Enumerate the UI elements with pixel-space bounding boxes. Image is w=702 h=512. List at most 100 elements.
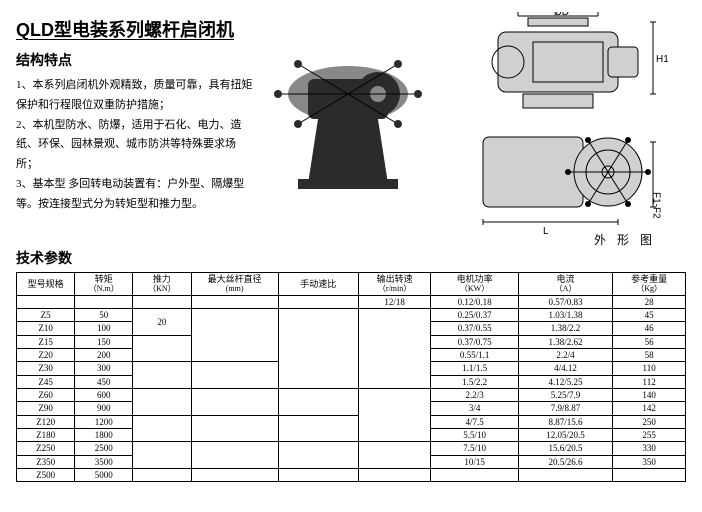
table-cell: 1800 <box>75 428 133 441</box>
table-cell: 1.1/1.5 <box>431 362 518 375</box>
table-cell: 4/7.5 <box>431 415 518 428</box>
table-cell: 2.2/3 <box>431 388 518 401</box>
table-cell: Z250 <box>17 442 75 455</box>
table-cell: 5000 <box>75 469 133 482</box>
table-cell <box>133 442 191 469</box>
device-photo-icon <box>258 24 438 194</box>
table-cell: 140 <box>613 388 686 401</box>
table-header: 转矩（N.m） <box>75 273 133 296</box>
table-cell: 1.5/2.2 <box>431 375 518 388</box>
table-cell <box>133 388 191 415</box>
params-heading: 技术参数 <box>16 248 686 268</box>
table-cell: Z45 <box>17 375 75 388</box>
table-cell: 7.5/10 <box>431 442 518 455</box>
table-cell: 10/15 <box>431 455 518 468</box>
table-cell: 112 <box>613 375 686 388</box>
table-cell <box>278 469 358 482</box>
table-cell: 4.12/5.25 <box>518 375 613 388</box>
table-cell <box>518 469 613 482</box>
table-cell <box>358 469 431 482</box>
table-cell <box>133 415 191 442</box>
table-cell: 3/4 <box>431 402 518 415</box>
table-cell <box>613 469 686 482</box>
table-cell: Z5 <box>17 308 75 321</box>
table-cell <box>133 295 191 308</box>
table-cell: 12/18 <box>358 295 431 308</box>
table-cell: 0.12/0.18 <box>431 295 518 308</box>
table-cell: 1.38/2.62 <box>518 335 613 348</box>
table-cell <box>191 362 278 389</box>
spec-table: 型号规格转矩（N.m）推力（KN）最大丝杆直径(mm)手动速比输出转速（r/mi… <box>16 272 686 482</box>
table-cell: 8.87/15.6 <box>518 415 613 428</box>
table-cell <box>278 295 358 308</box>
table-cell <box>278 442 358 469</box>
table-cell: 0.57/0.83 <box>518 295 613 308</box>
svg-text:F1-F2: F1-F2 <box>651 192 662 219</box>
table-cell <box>358 388 431 441</box>
diagram-area: ØD H1 <box>268 12 686 242</box>
ortho-side-view-icon: L F1-F2 <box>468 122 668 242</box>
table-cell: 200 <box>75 348 133 361</box>
table-cell <box>75 295 133 308</box>
table-cell <box>133 362 191 389</box>
table-cell: Z30 <box>17 362 75 375</box>
table-header: 手动速比 <box>278 273 358 296</box>
table-cell: 20 <box>133 308 191 335</box>
table-cell <box>278 308 358 388</box>
table-cell: 7.9/8.87 <box>518 402 613 415</box>
table-cell: 1.03/1.38 <box>518 308 613 321</box>
table-cell <box>191 295 278 308</box>
table-cell: Z20 <box>17 348 75 361</box>
table-cell: 50 <box>75 308 133 321</box>
table-header: 电流（A） <box>518 273 613 296</box>
table-cell <box>358 442 431 469</box>
table-cell: 4/4.12 <box>518 362 613 375</box>
diagram-caption: 外 形 图 <box>594 231 656 248</box>
svg-text:L: L <box>543 226 549 237</box>
table-cell <box>191 442 278 469</box>
table-cell: 0.37/0.55 <box>431 322 518 335</box>
svg-text:H1: H1 <box>656 54 668 65</box>
table-cell: 330 <box>613 442 686 455</box>
features-text: 1、本系列启闭机外观精致，质量可靠，具有扭矩保护和行程限位双重防护措施；2、本机… <box>16 76 256 215</box>
features-heading: 结构特点 <box>16 50 256 70</box>
table-cell <box>133 469 191 482</box>
table-cell: 56 <box>613 335 686 348</box>
table-cell: Z90 <box>17 402 75 415</box>
table-cell: Z350 <box>17 455 75 468</box>
table-cell: 350 <box>613 455 686 468</box>
table-cell: 600 <box>75 388 133 401</box>
ortho-top-view-icon: ØD H1 <box>468 12 668 122</box>
table-cell: 12.05/20.5 <box>518 428 613 441</box>
table-cell <box>133 335 191 362</box>
table-cell: Z180 <box>17 428 75 441</box>
table-cell: 0.25/0.37 <box>431 308 518 321</box>
table-cell: 46 <box>613 322 686 335</box>
table-cell <box>358 308 431 388</box>
table-cell: Z500 <box>17 469 75 482</box>
table-cell: 110 <box>613 362 686 375</box>
table-cell <box>191 469 278 482</box>
table-cell: 250 <box>613 415 686 428</box>
table-cell: 100 <box>75 322 133 335</box>
table-cell: 2.2/4 <box>518 348 613 361</box>
table-header: 输出转速（r/min） <box>358 273 431 296</box>
table-cell <box>191 388 278 415</box>
table-cell: Z120 <box>17 415 75 428</box>
table-cell: 1.38/2.2 <box>518 322 613 335</box>
table-cell: 0.37/0.75 <box>431 335 518 348</box>
table-cell: 5.25/7.9 <box>518 388 613 401</box>
table-cell <box>278 415 358 442</box>
table-cell: 150 <box>75 335 133 348</box>
table-cell: 900 <box>75 402 133 415</box>
table-header: 参考重量（Kg） <box>613 273 686 296</box>
table-cell: 3500 <box>75 455 133 468</box>
table-header: 推力（KN） <box>133 273 191 296</box>
table-cell: 255 <box>613 428 686 441</box>
page-title: QLD型电装系列螺杆启闭机 <box>16 16 256 42</box>
table-cell: 20.5/26.6 <box>518 455 613 468</box>
table-cell: 5.5/10 <box>431 428 518 441</box>
table-header: 型号规格 <box>17 273 75 296</box>
table-cell: Z15 <box>17 335 75 348</box>
table-cell: 142 <box>613 402 686 415</box>
